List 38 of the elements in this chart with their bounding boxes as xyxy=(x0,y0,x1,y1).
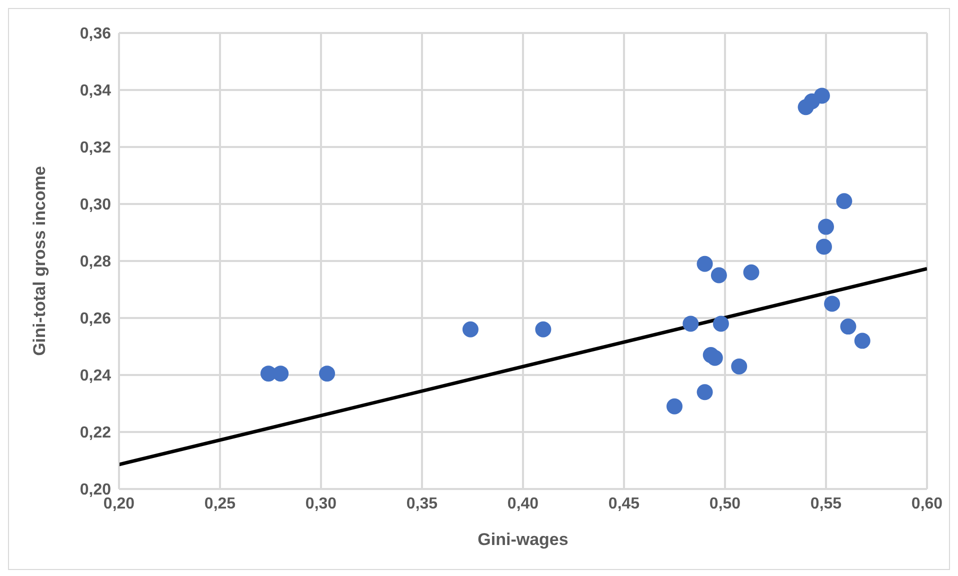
y-tick-label: 0,24 xyxy=(80,368,112,385)
point xyxy=(840,318,856,335)
y-tick-label: 0,22 xyxy=(80,424,112,442)
y-tick-label: 0,36 xyxy=(80,26,112,43)
y-axis-title: Gini-total gross income xyxy=(30,166,50,356)
x-axis-title: Gini-wages xyxy=(478,530,568,549)
point xyxy=(818,218,834,235)
point xyxy=(706,350,723,366)
x-tick-label: 0,40 xyxy=(507,495,539,512)
point xyxy=(272,366,289,382)
point xyxy=(816,238,832,255)
y-tick-label: 0,34 xyxy=(80,82,112,100)
point xyxy=(824,296,840,312)
y-tick-label: 0,28 xyxy=(80,254,112,271)
x-tick-label: 0,50 xyxy=(709,495,741,512)
point xyxy=(462,321,478,338)
point xyxy=(814,88,830,104)
point xyxy=(836,193,852,210)
point xyxy=(319,366,336,382)
x-tick-label: 0,35 xyxy=(406,495,438,512)
point xyxy=(743,264,760,280)
point xyxy=(666,398,682,414)
x-tick-label: 0,25 xyxy=(204,495,236,512)
x-tick-label: 0,60 xyxy=(911,495,943,512)
point xyxy=(696,256,713,272)
point xyxy=(535,321,552,338)
point xyxy=(696,384,713,400)
x-tick-label: 0,30 xyxy=(305,495,337,512)
point xyxy=(710,267,727,284)
point xyxy=(682,316,699,332)
point xyxy=(854,332,870,349)
point xyxy=(731,358,748,374)
y-tick-label: 0,26 xyxy=(80,310,112,328)
point xyxy=(712,316,729,332)
x-tick-label: 0,55 xyxy=(810,495,842,512)
y-tick-label: 0,32 xyxy=(80,140,112,157)
x-tick-label: 0,45 xyxy=(608,495,640,512)
y-tick-label: 0,30 xyxy=(80,196,112,214)
